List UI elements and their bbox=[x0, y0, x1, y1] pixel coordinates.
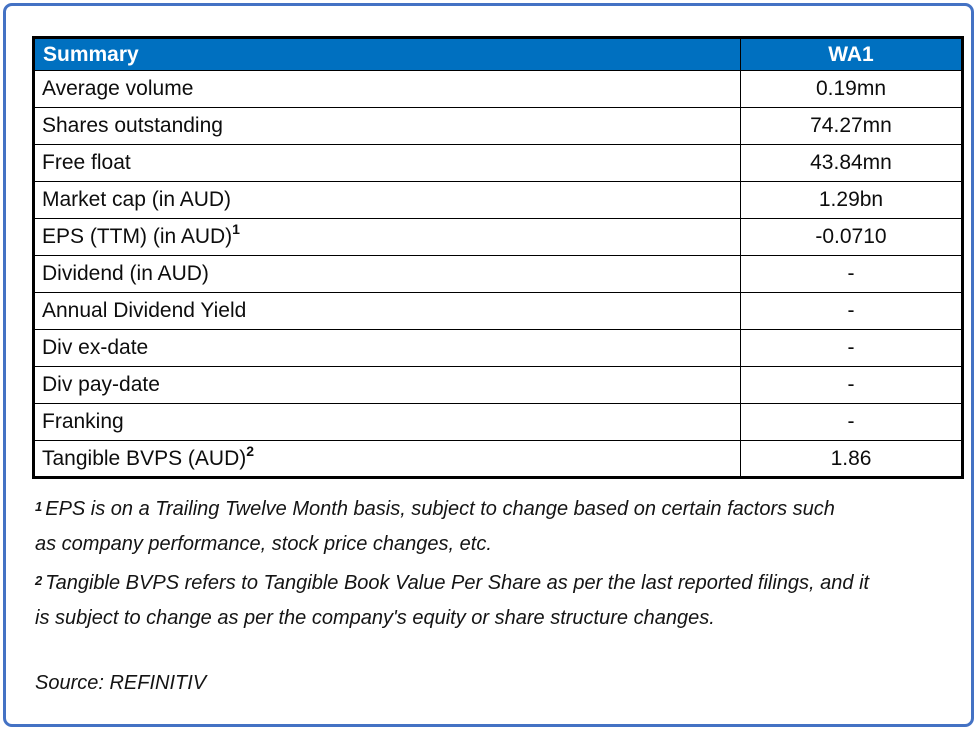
row-label: EPS (TTM) (in AUD)1 bbox=[33, 218, 741, 256]
row-label: Annual Dividend Yield bbox=[33, 292, 741, 330]
footnote-eps: 1 EPS is on a Trailing Twelve Month basis… bbox=[35, 498, 835, 555]
row-label: Free float bbox=[33, 144, 741, 182]
table-row: Annual Dividend Yield - bbox=[33, 292, 963, 330]
table-row: Average volume 0.19mn bbox=[33, 70, 963, 108]
footnote-marker: 2 bbox=[246, 442, 255, 459]
row-label: Shares outstanding bbox=[33, 107, 741, 145]
row-value: - bbox=[740, 329, 963, 367]
row-label: Franking bbox=[33, 403, 741, 441]
row-value: 43.84mn bbox=[740, 144, 963, 182]
row-label: Div pay-date bbox=[33, 366, 741, 404]
row-value: 1.29bn bbox=[740, 181, 963, 219]
table-header-row: Summary WA1 bbox=[33, 37, 963, 71]
footnote-marker: 1 bbox=[232, 221, 240, 237]
row-label: Dividend (in AUD) bbox=[33, 255, 741, 293]
row-value: - bbox=[740, 366, 963, 404]
page-frame: Summary WA1 Average volume 0.19mn Shares o… bbox=[3, 3, 974, 727]
table-row: Shares outstanding 74.27mn bbox=[33, 107, 963, 145]
row-value: - bbox=[740, 292, 963, 330]
row-label: Average volume bbox=[33, 70, 741, 108]
table-row: Div ex-date - bbox=[33, 329, 963, 367]
row-label: Market cap (in AUD) bbox=[33, 181, 741, 219]
footnote-marker: 2 bbox=[35, 573, 43, 588]
row-value: - bbox=[740, 255, 963, 293]
table-row: Market cap (in AUD) 1.29bn bbox=[33, 181, 963, 219]
row-label: Div ex-date bbox=[33, 329, 741, 367]
table-row: EPS (TTM) (in AUD)1 -0.0710 bbox=[33, 218, 963, 256]
source-attribution: Source: REFINITIV bbox=[35, 672, 207, 694]
table-row: Div pay-date - bbox=[33, 366, 963, 404]
summary-table: Summary WA1 Average volume 0.19mn Shares o… bbox=[32, 36, 964, 479]
table-body: Average volume 0.19mn Shares outstanding 74… bbox=[33, 70, 963, 478]
table-row: Tangible BVPS (AUD)2 1.86 bbox=[33, 440, 963, 478]
table-row: Dividend (in AUD) - bbox=[33, 255, 963, 293]
row-value: 1.86 bbox=[740, 440, 963, 478]
table-row: Franking - bbox=[33, 403, 963, 441]
footnote-marker: 1 bbox=[35, 499, 43, 514]
row-value: -0.0710 bbox=[740, 218, 963, 256]
row-value: 0.19mn bbox=[740, 70, 963, 108]
row-label: Tangible BVPS (AUD)2 bbox=[33, 440, 741, 478]
header-summary: Summary bbox=[33, 37, 741, 71]
row-value: 74.27mn bbox=[740, 107, 963, 145]
table-row: Free float 43.84mn bbox=[33, 144, 963, 182]
row-value: - bbox=[740, 403, 963, 441]
footnote-bvps: 2 Tangible BVPS refers to Tangible Book V… bbox=[35, 572, 870, 629]
header-ticker: WA1 bbox=[740, 37, 963, 71]
